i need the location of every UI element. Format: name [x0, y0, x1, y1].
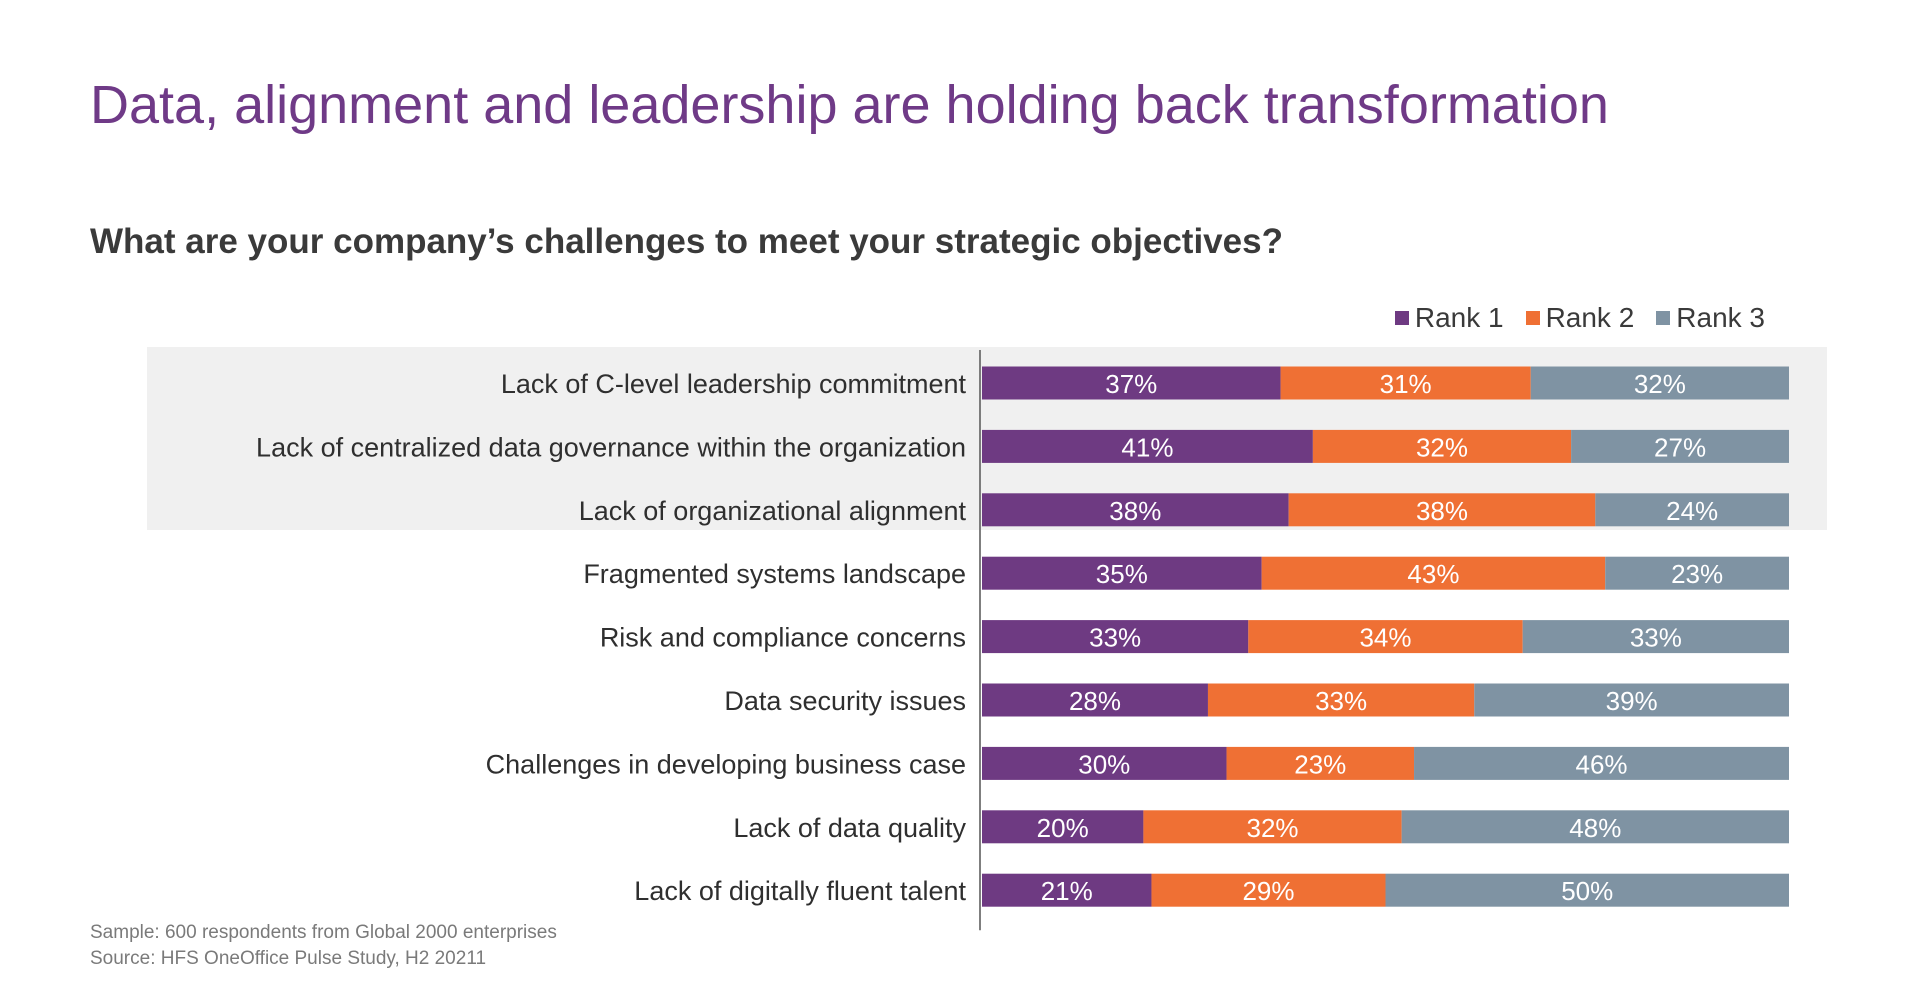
bar-segment-rank-2	[1207, 683, 1475, 717]
bar-segment-rank-1	[982, 620, 1249, 654]
bar-segment-rank-2	[1143, 810, 1402, 844]
data-label: 35%	[1096, 559, 1148, 589]
data-label: 31%	[1380, 369, 1432, 399]
data-label: 23%	[1671, 559, 1723, 589]
bar-segment-rank-2	[1312, 429, 1572, 463]
legend-swatch-rank-1	[1394, 311, 1409, 325]
data-label: 39%	[1606, 686, 1658, 716]
category-label: Challenges in developing business case	[486, 749, 966, 779]
legend-label-rank-3: Rank 3	[1676, 302, 1765, 333]
data-label: 28%	[1069, 686, 1121, 716]
bar-segment-rank-2	[1248, 620, 1523, 654]
data-label: 27%	[1654, 432, 1706, 462]
category-label: Lack of C-level leadership commitment	[501, 369, 967, 399]
bar-segment-rank-1	[982, 366, 1281, 400]
legend-item-rank-1: Rank 1	[1394, 302, 1504, 334]
category-label: Lack of centralized data governance with…	[256, 432, 966, 462]
category-label: Lack of digitally fluent talent	[634, 876, 966, 906]
bar-segment-rank-1	[982, 810, 1144, 844]
data-label: 32%	[1246, 813, 1298, 843]
bar-segment-rank-1	[982, 683, 1208, 717]
page-title: Data, alignment and leadership are holdi…	[90, 75, 1609, 135]
legend-label-rank-1: Rank 1	[1414, 302, 1504, 333]
data-label: 50%	[1561, 876, 1613, 906]
data-label: 29%	[1242, 876, 1294, 906]
legend-label-rank-2: Rank 2	[1545, 302, 1635, 333]
bar-segment-rank-3	[1522, 620, 1789, 654]
data-label: 43%	[1407, 559, 1459, 589]
category-label: Lack of data quality	[733, 813, 966, 843]
bar-segment-rank-2	[1261, 556, 1606, 590]
source-footnote: Source: HFS OneOffice Pulse Study, H2 20…	[90, 948, 487, 969]
data-label: 30%	[1078, 749, 1130, 779]
data-label: 46%	[1575, 749, 1627, 779]
data-label: 41%	[1121, 432, 1173, 462]
data-label: 38%	[1416, 496, 1468, 526]
data-label: 37%	[1105, 369, 1157, 399]
legend-item-rank-2: Rank 2	[1525, 302, 1635, 334]
bar-segment-rank-3	[1385, 873, 1789, 907]
data-label: 21%	[1041, 876, 1093, 906]
legend-swatch-rank-2	[1525, 311, 1540, 325]
data-label: 20%	[1037, 813, 1089, 843]
bar-segment-rank-1	[982, 873, 1152, 907]
category-label: Risk and compliance concerns	[600, 623, 966, 653]
data-label: 32%	[1634, 369, 1686, 399]
data-label: 32%	[1416, 432, 1468, 462]
bar-segment-rank-3	[1401, 810, 1789, 844]
bar-segment-rank-1	[982, 493, 1289, 527]
category-label: Lack of organizational alignment	[579, 496, 967, 526]
category-label: Data security issues	[724, 686, 966, 716]
data-label: 24%	[1666, 496, 1718, 526]
bar-segment-rank-3	[1474, 683, 1789, 717]
bar-segment-rank-3	[1571, 429, 1789, 463]
bar-segment-rank-2	[1226, 746, 1415, 780]
legend-item-rank-3: Rank 3	[1656, 302, 1765, 334]
bar-segment-rank-1	[982, 746, 1227, 780]
category-label: Fragmented systems landscape	[583, 559, 966, 589]
bar-segment-rank-3	[1605, 556, 1789, 590]
data-label: 23%	[1294, 749, 1346, 779]
data-label: 48%	[1569, 813, 1621, 843]
data-label: 34%	[1359, 623, 1411, 653]
bar-segment-rank-3	[1414, 746, 1789, 780]
data-label: 33%	[1315, 686, 1367, 716]
chart-question: What are your company’s challenges to me…	[90, 222, 1283, 261]
bar-segment-rank-1	[982, 429, 1313, 463]
legend-swatch-rank-3	[1656, 311, 1671, 325]
bar-segment-rank-2	[1280, 366, 1531, 400]
data-label: 33%	[1630, 623, 1682, 653]
chart-legend: Rank 1 Rank 2 Rank 3	[1394, 302, 1765, 334]
sample-footnote: Sample: 600 respondents from Global 2000…	[90, 922, 557, 943]
bar-segment-rank-2	[1151, 873, 1386, 907]
data-label: 38%	[1109, 496, 1161, 526]
bar-segment-rank-3	[1530, 366, 1789, 400]
bar-segment-rank-1	[982, 556, 1262, 590]
data-label: 33%	[1089, 623, 1141, 653]
bar-segment-rank-2	[1288, 493, 1596, 527]
bar-segment-rank-3	[1595, 493, 1789, 527]
